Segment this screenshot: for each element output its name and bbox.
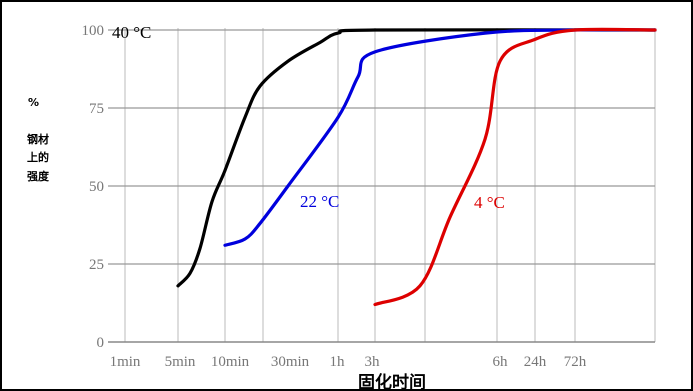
- x-axis-title: 固化时间: [358, 372, 426, 391]
- x-tick-label: 6h: [493, 354, 509, 370]
- x-tick-label: 24h: [524, 354, 547, 370]
- series-label: 22 °C: [300, 192, 339, 211]
- y-axis-label-line-1: 钢材: [27, 132, 49, 146]
- y-tick-label: 75: [89, 101, 104, 117]
- y-tick-label: 100: [82, 23, 105, 39]
- x-tick-label: 3h: [365, 354, 381, 370]
- series-line: [373, 27, 657, 307]
- series-label: 40 °C: [112, 23, 151, 42]
- series-line: [176, 28, 657, 288]
- y-axis-label-line-0: %: [28, 96, 39, 109]
- y-axis-label-line-2: 上的: [27, 150, 49, 164]
- series-line: [223, 28, 657, 247]
- y-tick-label: 0: [97, 335, 105, 351]
- series-label: 4 °C: [474, 193, 505, 212]
- x-tick-label: 1min: [110, 354, 141, 370]
- y-axis-label-line-3: 强度: [27, 169, 50, 183]
- y-tick-label: 25: [89, 257, 104, 273]
- x-tick-label: 5min: [165, 354, 196, 370]
- x-tick-label: 10min: [211, 354, 250, 370]
- y-tick-label: 50: [89, 179, 104, 195]
- x-tick-label: 1h: [330, 354, 346, 370]
- x-tick-label: 72h: [564, 354, 587, 370]
- x-tick-label: 30min: [271, 354, 310, 370]
